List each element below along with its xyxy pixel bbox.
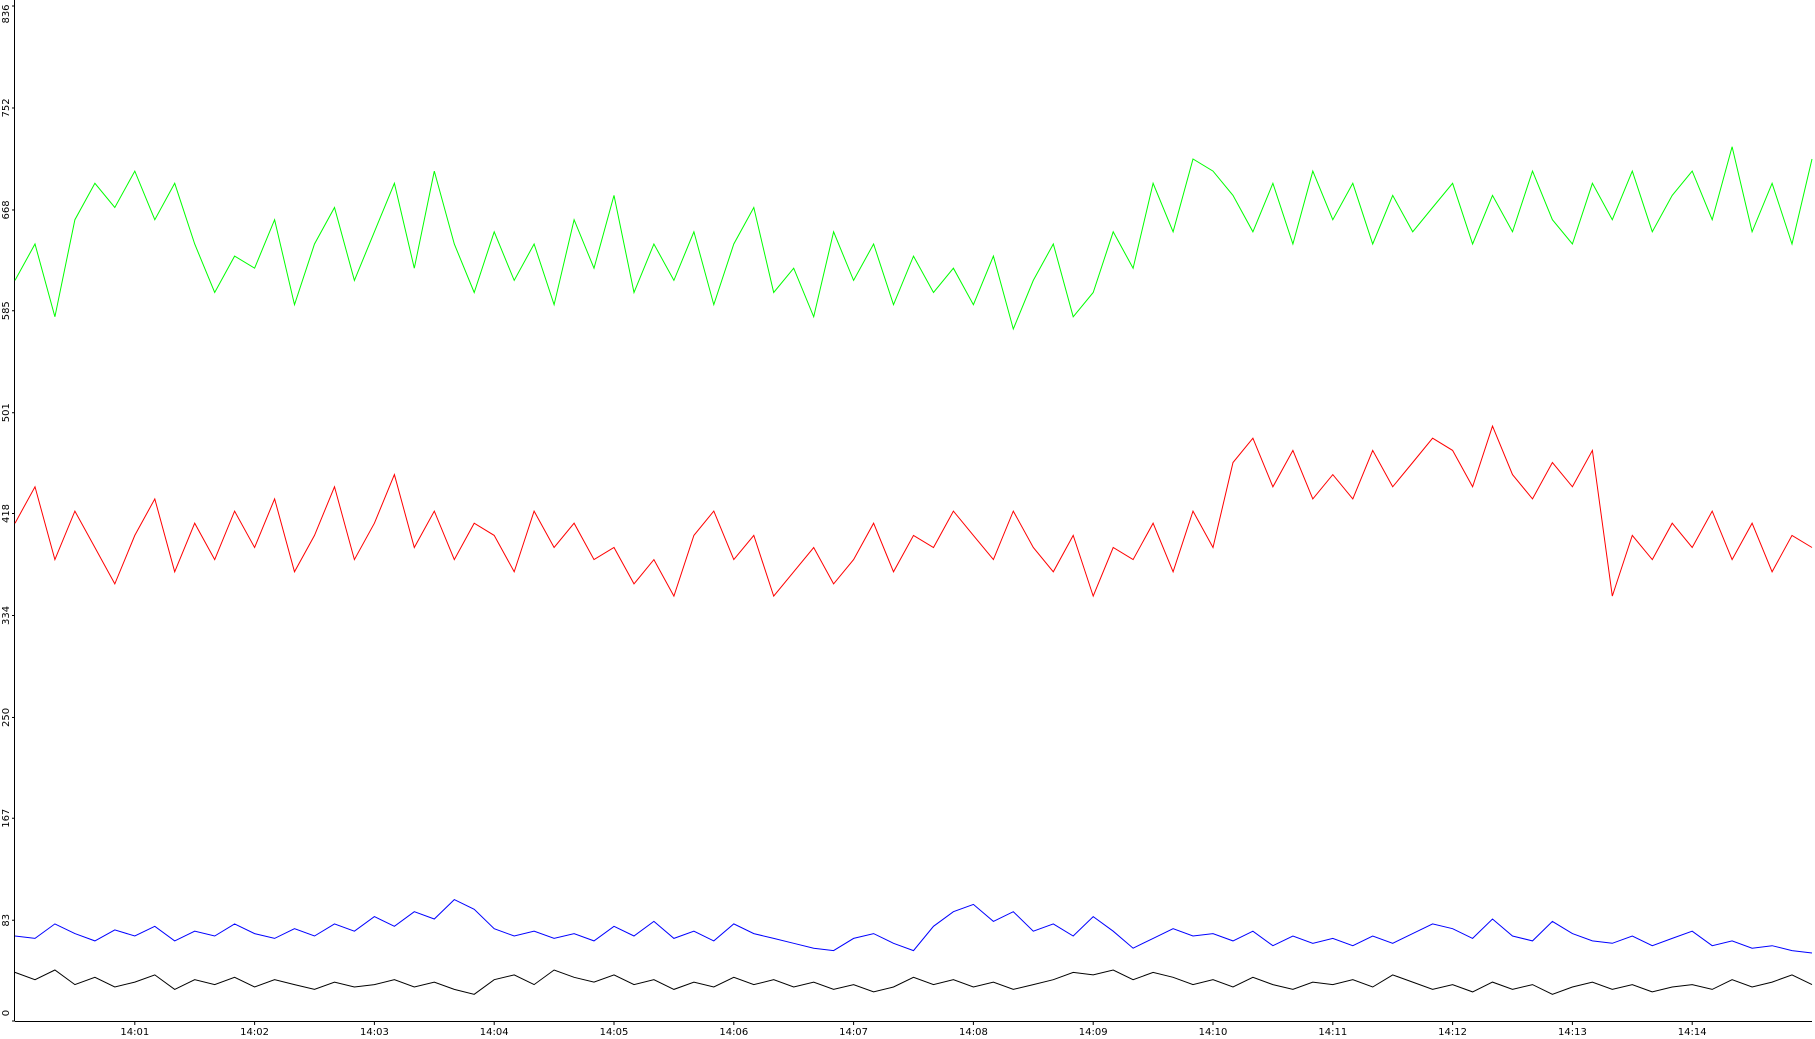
y-tick-label: 0 — [1, 1010, 12, 1016]
y-tick-label: 752 — [1, 98, 12, 117]
series-line — [14, 146, 1813, 331]
y-tick-label: 501 — [1, 403, 12, 422]
x-tick-label: 14:11 — [1318, 1027, 1347, 1038]
y-tick-label: 668 — [1, 200, 12, 219]
x-tick-label: 14:06 — [719, 1027, 748, 1038]
y-tick-label: 250 — [1, 708, 12, 727]
x-tick-label: 14:08 — [959, 1027, 988, 1038]
x-tick-label: 14:09 — [1079, 1027, 1108, 1038]
series-line — [14, 424, 1813, 598]
x-tick-label: 14:04 — [480, 1027, 509, 1038]
y-tick-label: 418 — [1, 504, 12, 523]
x-tick-label: 14:10 — [1199, 1027, 1228, 1038]
y-tick-label: 83 — [1, 914, 12, 927]
y-tick-label: 334 — [1, 606, 12, 625]
y-tick-label: 167 — [1, 809, 12, 828]
x-tick-label: 14:05 — [600, 1027, 629, 1038]
y-tick-label: 585 — [1, 301, 12, 320]
x-tick-label: 14:14 — [1678, 1027, 1707, 1038]
series-line — [14, 898, 1813, 954]
x-tick-label: 14:01 — [120, 1027, 149, 1038]
x-tick-label: 14:03 — [360, 1027, 389, 1038]
x-tick-label: 14:02 — [240, 1027, 269, 1038]
series-line — [14, 969, 1813, 995]
x-tick-label: 14:12 — [1438, 1027, 1467, 1038]
x-tick-label: 14:13 — [1558, 1027, 1587, 1038]
x-tick-label: 14:07 — [839, 1027, 868, 1038]
y-tick-label: 836 — [1, 4, 12, 23]
